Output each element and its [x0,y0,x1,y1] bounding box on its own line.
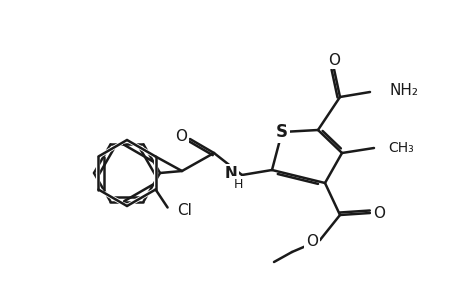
Text: S: S [275,123,287,141]
Text: O: O [372,206,384,220]
Text: N: N [224,166,236,181]
Text: O: O [305,235,317,250]
Text: O: O [327,52,339,68]
Text: Cl: Cl [177,203,192,218]
Text: H: H [233,178,242,190]
Text: NH₂: NH₂ [389,82,418,98]
Text: CH₃: CH₃ [387,141,413,155]
Text: O: O [174,128,187,143]
